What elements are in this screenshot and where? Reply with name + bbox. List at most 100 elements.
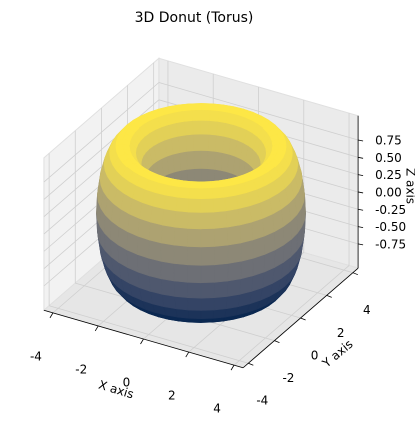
grid-line <box>49 305 249 364</box>
surface-face <box>174 296 189 311</box>
surface-face <box>161 278 176 297</box>
grid-line <box>43 82 160 183</box>
tick-mark <box>274 340 280 343</box>
surface-face <box>189 182 202 189</box>
surface-face <box>190 104 202 111</box>
surface-face <box>213 296 228 311</box>
surface-face <box>212 196 227 213</box>
y-tick-label: 0 <box>311 348 319 362</box>
surface-face <box>173 263 188 283</box>
z-axis-label: Z axis <box>404 168 415 204</box>
surface-face <box>188 309 202 320</box>
z-tick-label: 0.75 <box>375 133 402 147</box>
surface-face <box>187 228 202 248</box>
surface-face <box>239 221 254 244</box>
y-tick-label: 4 <box>363 303 371 317</box>
surface-face <box>214 263 229 283</box>
surface-face <box>163 194 178 212</box>
tick-mark <box>358 156 364 159</box>
y-tick-label: -2 <box>282 371 294 385</box>
z-tick-label: -0.75 <box>375 237 406 251</box>
tick-mark <box>352 272 359 276</box>
surface-face <box>200 264 215 284</box>
surface-face <box>227 260 242 282</box>
surface-face <box>187 211 202 230</box>
surface-face <box>173 226 189 247</box>
surface-face <box>187 264 202 284</box>
x-tick-label: -4 <box>30 349 42 363</box>
x-tick-label: -2 <box>75 362 87 376</box>
surface-face <box>150 205 165 226</box>
surface-face <box>200 182 213 189</box>
tick-mark <box>300 317 306 321</box>
tick-mark <box>358 208 364 211</box>
surface-face <box>214 244 229 266</box>
tick-mark <box>94 325 99 332</box>
surface-face <box>200 109 211 121</box>
surface-face <box>161 224 176 246</box>
surface-face <box>200 297 215 311</box>
surface-face <box>211 186 226 199</box>
z-tick-label: 0.25 <box>375 168 402 182</box>
x-tick-label: 0 <box>123 376 131 390</box>
surface-face <box>226 224 241 246</box>
surface-face <box>200 246 215 266</box>
surface-face <box>187 282 202 299</box>
surface-face <box>200 282 215 299</box>
z-tick-label: -0.50 <box>375 220 406 234</box>
surface-face <box>160 242 175 264</box>
surface-face <box>160 260 175 282</box>
tick-mark <box>358 191 364 194</box>
surface-face <box>200 211 215 230</box>
surface-face <box>240 257 254 280</box>
surface-face <box>173 244 188 266</box>
z-tick-label: 0.50 <box>375 151 402 165</box>
chart-title: 3D Donut (Torus) <box>135 10 254 26</box>
surface-face <box>188 198 202 213</box>
surface-face <box>200 198 214 213</box>
surface-face <box>192 120 202 135</box>
surface-face <box>165 185 180 198</box>
surface-face <box>224 194 239 212</box>
z-tick-label: 0.00 <box>375 185 402 199</box>
surface-face <box>148 257 162 280</box>
surface-face <box>162 208 177 228</box>
surface-face <box>207 133 217 152</box>
tick-mark <box>358 174 364 177</box>
torus-surface <box>96 103 306 323</box>
surface-face <box>200 150 209 170</box>
surface-face <box>212 308 227 319</box>
tick-mark <box>49 312 54 319</box>
axis-line <box>43 309 244 369</box>
surface-face <box>186 150 195 170</box>
tick-mark <box>358 243 364 246</box>
surface-face <box>226 278 241 297</box>
surface-face <box>173 280 189 299</box>
surface-face <box>200 309 214 320</box>
surface-face <box>187 246 202 266</box>
x-tick-label: 4 <box>213 402 221 416</box>
tick-mark <box>326 294 332 298</box>
surface-face <box>200 187 214 200</box>
surface-face <box>176 186 191 199</box>
surface-face <box>200 120 210 135</box>
axis-line <box>242 267 359 369</box>
surface-face <box>227 242 242 264</box>
surface-face <box>222 185 237 198</box>
z-tick-label: -0.25 <box>375 203 406 217</box>
surface-face <box>213 210 228 229</box>
surface-face <box>213 226 229 247</box>
surface-face <box>148 239 162 262</box>
surface-face <box>185 133 195 152</box>
surface-face <box>188 187 202 200</box>
surface-face <box>200 228 215 248</box>
surface-face <box>148 221 163 244</box>
surface-face <box>192 133 202 152</box>
y-axis-label: Y axis <box>319 337 356 371</box>
grid-line <box>158 82 359 141</box>
surface-face <box>175 308 190 319</box>
surface-face <box>207 150 216 170</box>
tick-mark <box>230 364 235 371</box>
tick-mark <box>358 226 364 228</box>
